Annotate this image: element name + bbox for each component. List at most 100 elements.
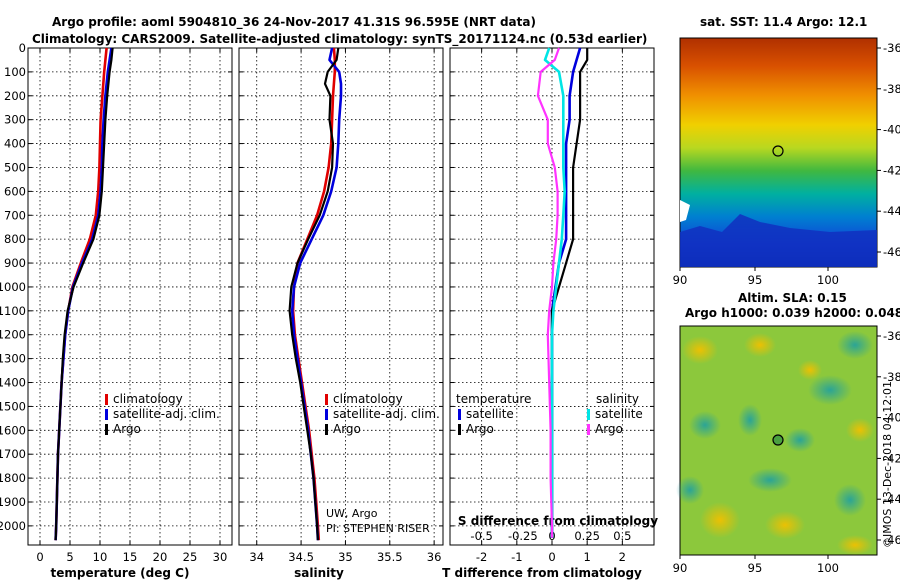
x-axis-label-temperature: temperature (deg C) <box>51 566 190 580</box>
diff-legend-sal-heading: salinity <box>596 392 639 406</box>
legend-label-temp-climatology: climatology <box>113 392 183 406</box>
diff-legend-temp-argo-swatch <box>458 424 461 435</box>
legend-swatch-temp-climatology <box>105 394 108 405</box>
x-tick-label-salinity: 34 <box>249 550 264 564</box>
legend-swatch-temp-argo <box>105 424 108 435</box>
diff-legend-sal-argo-swatch <box>587 424 590 435</box>
sla-map-blobs <box>676 331 874 555</box>
depth-tick-label: 1500 <box>0 399 26 413</box>
x-tick-label-salinity: 34.5 <box>288 550 314 564</box>
diff-legend-temp-satellite-label: satellite <box>466 407 514 421</box>
legend-swatch-temp-satellite_adj <box>105 409 108 420</box>
imos-watermark: ©IMOS 13-Dec-2018 04:12:01 <box>881 381 894 548</box>
diff-legend-temp-satellite-swatch <box>458 409 461 420</box>
x-tick-label-difference: -2 <box>476 550 487 564</box>
depth-tick-label: 300 <box>4 113 26 127</box>
map-lat-tick-label: -42 <box>883 451 900 465</box>
legend-swatch-sal-argo <box>325 424 328 435</box>
depth-tick-label: 1600 <box>0 423 26 437</box>
map-lat-tick-label: -36 <box>883 329 900 343</box>
series-line-difference-salinity-satellite <box>543 47 567 538</box>
depth-tick-label: 500 <box>4 160 26 174</box>
depth-tick-label: 1300 <box>0 352 26 366</box>
credit-line-2: PI: STEPHEN RISER <box>326 522 430 535</box>
legend-label-temp-satellite_adj: satellite-adj. clim. <box>113 407 220 421</box>
map-lon-tick-label: 95 <box>748 273 763 287</box>
depth-tick-label: 1900 <box>0 495 26 509</box>
diff-legend-sal-argo-label: Argo <box>595 422 623 436</box>
sst-map-cold-tongue <box>680 214 877 267</box>
diff-legend-temp-argo-label: Argo <box>466 422 494 436</box>
x-tick-label-temperature: 20 <box>153 550 168 564</box>
depth-tick-label: 200 <box>4 89 26 103</box>
x2-tick-label: -0.25 <box>508 529 538 543</box>
x-tick-label-difference: -1 <box>511 550 522 564</box>
legend-label-sal-satellite_adj: satellite-adj. clim. <box>333 407 440 421</box>
map-lon-tick-label: 100 <box>817 561 839 575</box>
sla-map-title-1: Altim. SLA: 0.15 <box>738 291 847 305</box>
x-tick-label-temperature: 10 <box>93 550 108 564</box>
map-lat-tick-label: -46 <box>883 533 900 547</box>
depth-tick-label: 400 <box>4 137 26 151</box>
legend-label-sal-climatology: climatology <box>333 392 403 406</box>
depth-tick-label: 1800 <box>0 471 26 485</box>
map-lat-tick-label: -38 <box>883 82 900 96</box>
sst-map: sat. SST: 11.4 Argo: 12.1 <box>673 15 900 287</box>
x-tick-label-temperature: 30 <box>213 550 228 564</box>
sst-map-white-patch <box>680 200 690 222</box>
map-lat-tick-label: -44 <box>883 492 900 506</box>
depth-tick-label: 1100 <box>0 304 26 318</box>
map-lon-tick-label: 100 <box>817 273 839 287</box>
map-lat-tick-label: -42 <box>883 163 900 177</box>
x-tick-label-difference: 1 <box>584 550 591 564</box>
diff-legend-sal-satellite-label: satellite <box>595 407 643 421</box>
depth-tick-label: 1000 <box>0 280 26 294</box>
legend-label-temp-argo: Argo <box>113 422 141 436</box>
depth-tick-label: 1700 <box>0 447 26 461</box>
x-axis-label-difference: T difference from climatology <box>442 566 642 580</box>
x-tick-label-temperature: 25 <box>183 550 198 564</box>
map-lat-tick-label: -40 <box>883 411 900 425</box>
depth-tick-label: 0 <box>19 41 26 55</box>
x-tick-label-difference: 2 <box>619 550 626 564</box>
x-axis-label-salinity: salinity <box>294 566 344 580</box>
legend-swatch-sal-satellite_adj <box>325 409 328 420</box>
x-tick-label-temperature: 0 <box>36 550 43 564</box>
panel-grid-difference <box>450 47 654 545</box>
depth-tick-label: 900 <box>4 256 26 270</box>
title-line-1: Argo profile: aoml 5904810_36 24-Nov-201… <box>52 15 536 30</box>
x-tick-label-temperature: 15 <box>123 550 138 564</box>
map-lat-tick-label: -44 <box>883 204 900 218</box>
x2-tick-label: 0.25 <box>574 529 600 543</box>
x-tick-label-temperature: 5 <box>66 550 73 564</box>
sla-map: Altim. SLA: 0.15 Argo h1000: 0.039 h2000… <box>673 291 900 575</box>
legend-label-sal-argo: Argo <box>333 422 361 436</box>
map-lat-tick-label: -36 <box>883 41 900 55</box>
panel-frame-salinity <box>238 47 444 546</box>
x-tick-label-salinity: 36 <box>427 550 442 564</box>
map-lat-tick-label: -40 <box>883 123 900 137</box>
x2-tick-label: -0.5 <box>470 529 492 543</box>
series-line-difference-salinity-argo <box>536 47 561 538</box>
depth-tick-label: 600 <box>4 184 26 198</box>
sst-map-argo-marker <box>772 145 784 157</box>
depth-tick-label: 100 <box>4 65 26 79</box>
title-line-2: Climatology: CARS2009. Satellite-adjuste… <box>32 32 647 47</box>
series-line-salinity-argo <box>288 47 340 541</box>
depth-tick-label: 1400 <box>0 376 26 390</box>
map-lon-tick-label: 95 <box>748 561 763 575</box>
depth-tick-label: 700 <box>4 208 26 222</box>
sst-map-title: sat. SST: 11.4 Argo: 12.1 <box>700 15 867 29</box>
diff-legend-temp-heading: temperature <box>456 392 531 406</box>
credit-line-1: UW, Argo <box>326 507 378 520</box>
sla-map-argo-marker <box>772 434 784 446</box>
x-tick-label-salinity: 35 <box>338 550 353 564</box>
map-lat-tick-label: -38 <box>883 370 900 384</box>
depth-tick-label: 800 <box>4 232 26 246</box>
map-lat-tick-label: -46 <box>883 245 900 259</box>
sla-map-title-2: Argo h1000: 0.039 h2000: 0.048 <box>685 306 900 320</box>
x-tick-label-salinity: 35.5 <box>377 550 403 564</box>
depth-tick-label: 1200 <box>0 328 26 342</box>
series-line-temperature-argo <box>54 47 114 541</box>
